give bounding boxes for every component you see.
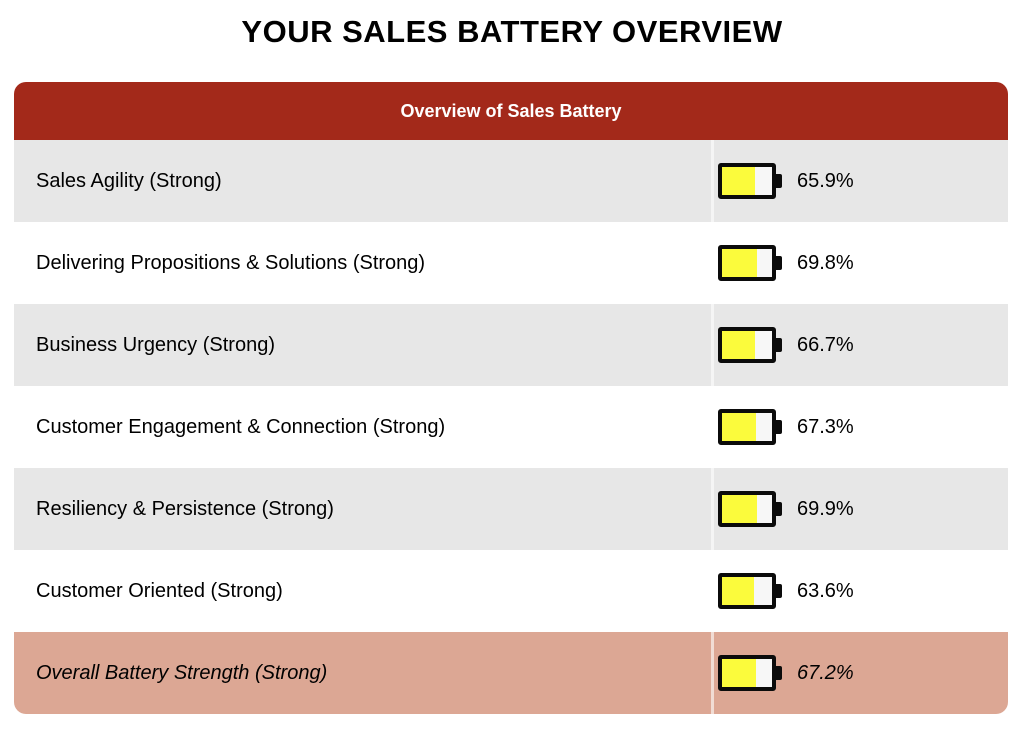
metric-label: Resiliency & Persistence (Strong) [36,497,334,520]
metric-value-cell: 69.9% [711,468,1008,550]
battery-icon [718,655,776,691]
metric-label: Customer Engagement & Connection (Strong… [36,415,446,438]
battery-row: Customer Oriented (Strong) 63.6% [14,550,1008,632]
battery-icon [718,409,776,445]
battery-icon [718,163,776,199]
metric-percent: 63.6% [797,579,854,602]
battery-rows: Sales Agility (Strong) 65.9% Delivering … [14,140,1008,714]
card-header: Overview of Sales Battery [14,82,1008,140]
card-header-title: Overview of Sales Battery [400,100,622,121]
battery-row: Sales Agility (Strong) 65.9% [14,140,1008,222]
battery-fill-level [722,331,756,359]
battery-row: Customer Engagement & Connection (Strong… [14,386,1008,468]
battery-fill-level [722,413,756,441]
metric-percent: 69.9% [797,497,854,520]
metric-value-cell: 65.9% [711,140,1008,222]
battery-row: Overall Battery Strength (Strong) 67.2% [14,632,1008,714]
metric-label: Delivering Propositions & Solutions (Str… [36,251,426,274]
metric-percent: 67.3% [797,415,854,438]
battery-icon [718,327,776,363]
page-title: YOUR SALES BATTERY OVERVIEW [241,14,783,49]
metric-label: Overall Battery Strength (Strong) [36,661,328,684]
metric-label: Customer Oriented (Strong) [36,579,283,602]
metric-percent: 65.9% [797,169,854,192]
metric-label: Business Urgency (Strong) [36,333,275,356]
battery-row: Business Urgency (Strong) 66.7% [14,304,1008,386]
metric-value-cell: 67.2% [711,632,1008,714]
battery-fill-level [722,249,757,277]
metric-percent: 66.7% [797,333,854,356]
metric-percent: 67.2% [797,661,854,684]
battery-fill-level [722,577,754,605]
battery-icon [718,573,776,609]
metric-label: Sales Agility (Strong) [36,169,222,192]
metric-value-cell: 66.7% [711,304,1008,386]
battery-fill-level [722,167,755,195]
metric-value-cell: 67.3% [711,386,1008,468]
metric-value-cell: 69.8% [711,222,1008,304]
battery-icon [718,245,776,281]
battery-icon [718,491,776,527]
sales-battery-card: Overview of Sales Battery Sales Agility … [14,82,1008,714]
battery-fill-level [722,659,756,687]
metric-value-cell: 63.6% [711,550,1008,632]
battery-fill-level [722,495,757,523]
battery-row: Delivering Propositions & Solutions (Str… [14,222,1008,304]
metric-percent: 69.8% [797,251,854,274]
battery-row: Resiliency & Persistence (Strong) 69.9% [14,468,1008,550]
